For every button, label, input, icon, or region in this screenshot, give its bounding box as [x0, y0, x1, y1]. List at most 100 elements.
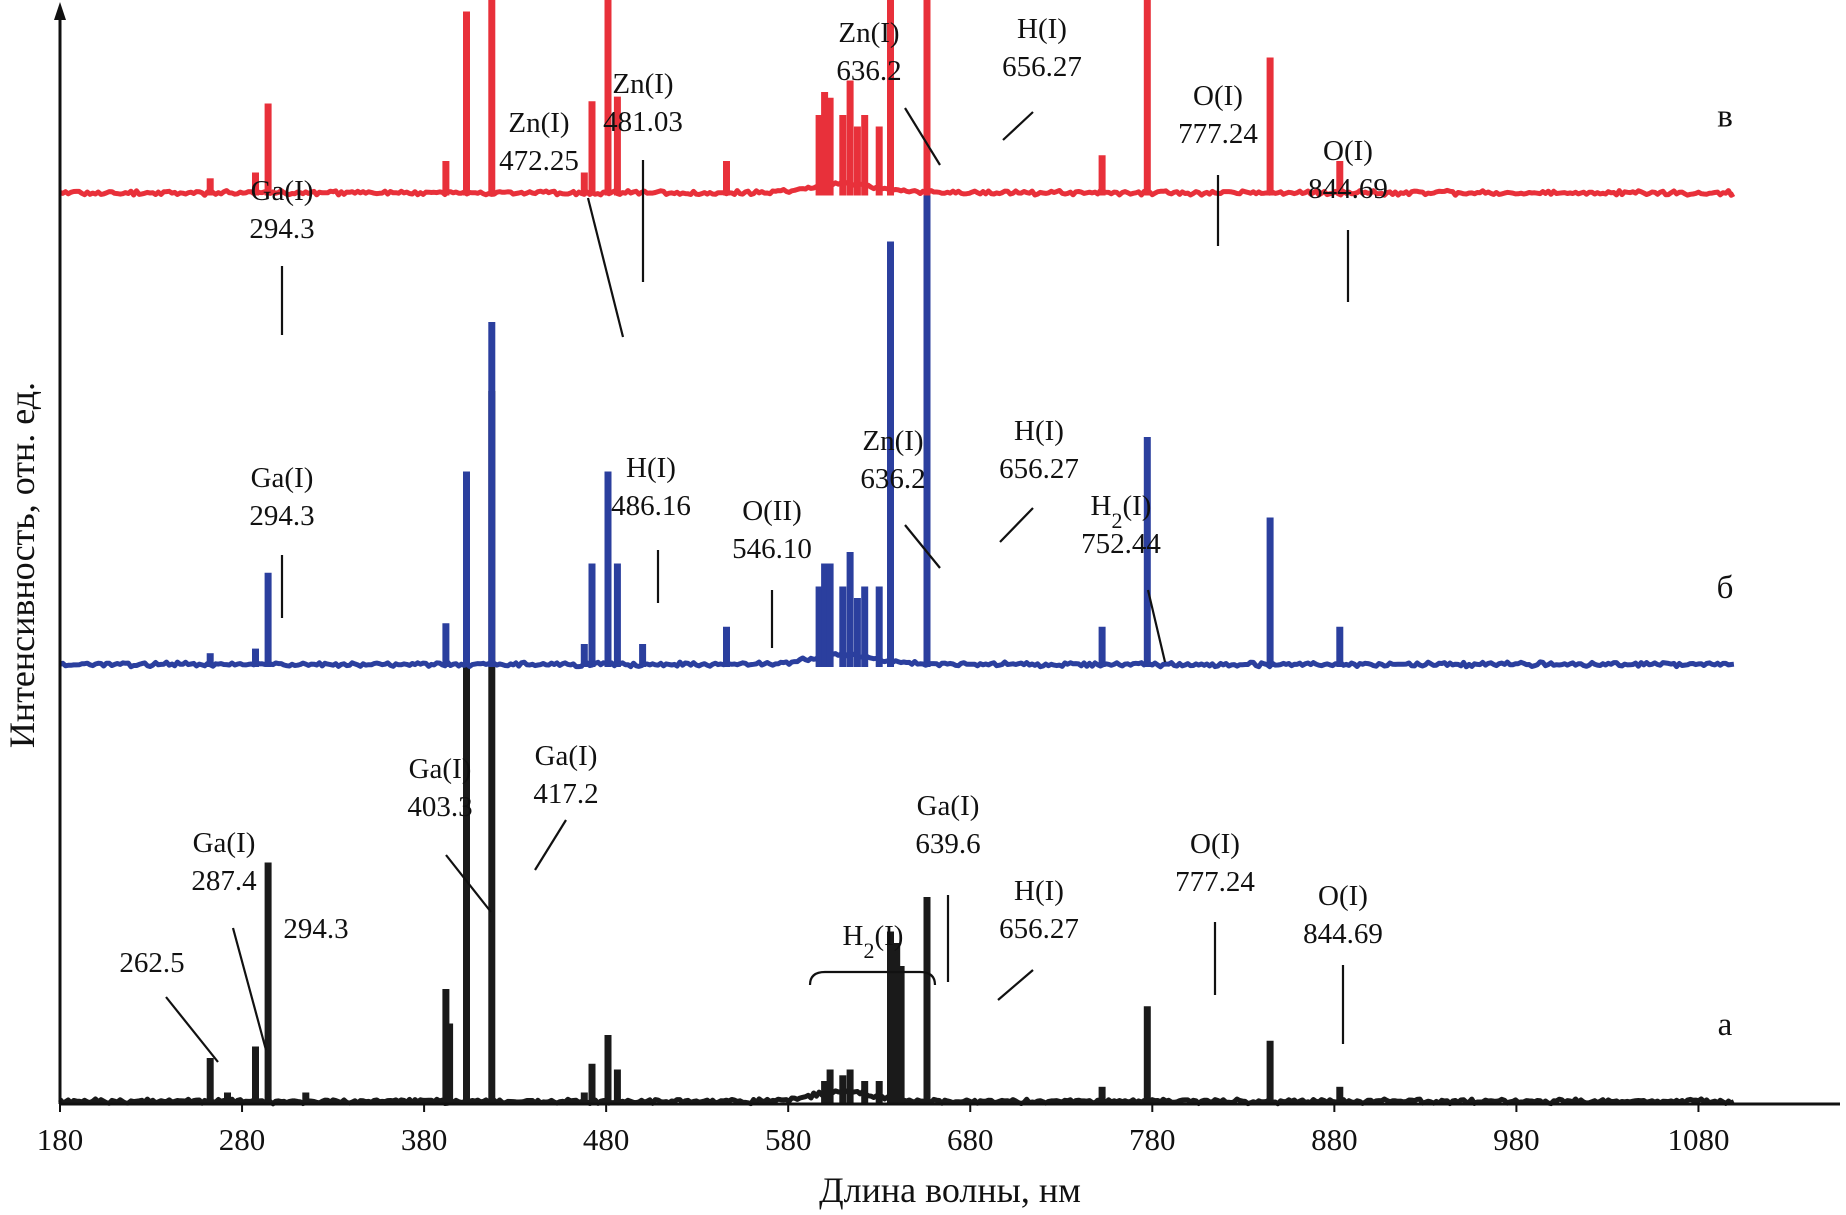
- annotation-10-line-0: Ga(I): [251, 462, 314, 494]
- annotation-9: O(I) 844.69: [1303, 880, 1383, 1044]
- series-в-baseline: [59, 180, 1736, 198]
- annotation-1: Ga(I) 287.4: [191, 827, 268, 1051]
- annotation-15-line-0: H2(I): [1091, 490, 1152, 533]
- annotation-0-leader: [165, 996, 219, 1063]
- annotation-14-leader: [999, 507, 1034, 543]
- traces-group: [58, 0, 1736, 1107]
- annotation-7: H(I) 656.27: [997, 875, 1079, 1001]
- annotation-4-line-0: Ga(I): [535, 740, 598, 772]
- annotation-13-leader: [904, 524, 941, 569]
- annotation-17-leader: [586, 197, 625, 338]
- y-axis-arrow: [54, 2, 66, 20]
- annotation-12-line-1: 546.10: [732, 533, 812, 565]
- x-axis-title: Длина волны, нм: [819, 1170, 1081, 1210]
- annotation-18-line-0: Zn(I): [612, 68, 673, 100]
- annotation-3-line-1: 403.3: [407, 791, 472, 823]
- annotation-13-line-1: 636.2: [860, 463, 925, 495]
- annotation-5-line-0: H2(I): [843, 920, 904, 963]
- x-tick-label-2: 380: [401, 1122, 448, 1157]
- annotation-16-line-1: 294.3: [249, 213, 314, 245]
- x-tick-label-1: 280: [219, 1122, 266, 1157]
- x-tick-label-9: 1080: [1667, 1122, 1729, 1157]
- annotation-15: H2(I)752.44: [1081, 490, 1167, 663]
- annotation-8-line-0: O(I): [1190, 828, 1240, 860]
- annotation-14-line-1: 656.27: [999, 453, 1079, 485]
- annotation-19: Zn(I) 636.2: [836, 17, 941, 166]
- annotation-8-line-1: 777.24: [1175, 866, 1255, 898]
- annotation-5-bracket: [808, 970, 937, 986]
- annotation-20: H(I) 656.27: [1002, 13, 1082, 141]
- annotation-18-line-1: 481.03: [603, 106, 683, 138]
- annotation-11: H(I) 486.16: [611, 452, 691, 603]
- x-tick-label-0: 180: [37, 1122, 84, 1157]
- annotation-14-line-0: H(I): [1014, 415, 1064, 447]
- annotation-0-line-0: 262.5: [119, 947, 184, 979]
- x-tick-label-6: 780: [1129, 1122, 1176, 1157]
- annotation-12: O(II) 546.10: [732, 495, 812, 648]
- series-б-baseline: [59, 651, 1735, 670]
- annotation-18: Zn(I) 481.03: [603, 68, 683, 282]
- series-в: [59, 0, 1736, 198]
- trace-label-в: в: [1717, 99, 1733, 135]
- x-tick-label-5: 680: [947, 1122, 994, 1157]
- annotation-17: Zn(I) 472.25: [499, 107, 625, 338]
- annotation-12-line-0: O(II): [742, 495, 802, 527]
- annotation-3-line-0: Ga(I): [409, 753, 472, 785]
- annotation-5: H2(I): [808, 920, 937, 986]
- x-tick-label-7: 880: [1311, 1122, 1358, 1157]
- annotation-14: H(I) 656.27: [999, 415, 1079, 543]
- annotation-15-line-1: 752.44: [1081, 528, 1161, 560]
- annotation-22: O(I) 844.69: [1308, 135, 1388, 302]
- annotation-16: Ga(I) 294.3: [249, 175, 315, 335]
- annotation-21: O(I) 777.24: [1178, 80, 1258, 246]
- annotation-9-line-0: O(I): [1318, 880, 1368, 912]
- series-а: [58, 391, 1735, 1107]
- annotation-17-line-0: Zn(I): [508, 107, 569, 139]
- x-tick-label-4: 580: [765, 1122, 812, 1157]
- annotation-21-line-0: O(I): [1193, 80, 1243, 112]
- annotation-6: Ga(I) 639.6: [915, 790, 981, 982]
- annotations-group: 262.5 Ga(I) 287.4 294.3 Ga(I) 403.3 Ga(I) 417.2…: [119, 13, 1388, 1063]
- annotation-17-line-1: 472.25: [499, 145, 579, 177]
- annotation-1-leader: [231, 927, 268, 1051]
- annotation-22-line-0: O(I): [1323, 135, 1373, 167]
- annotation-4: Ga(I) 417.2: [533, 740, 599, 871]
- annotation-13: Zn(I) 636.2: [860, 425, 941, 569]
- annotation-2: 294.3: [283, 913, 348, 945]
- annotation-21-line-1: 777.24: [1178, 118, 1258, 150]
- annotation-8: O(I) 777.24: [1175, 828, 1255, 995]
- series-б: [59, 138, 1735, 670]
- axes-group: [54, 2, 1840, 1106]
- annotation-7-leader: [997, 969, 1034, 1001]
- annotation-1-line-0: Ga(I): [193, 827, 256, 859]
- annotation-3: Ga(I) 403.3: [407, 753, 492, 913]
- annotation-11-line-1: 486.16: [611, 490, 691, 522]
- annotation-11-line-0: H(I): [626, 452, 676, 484]
- annotation-10: Ga(I) 294.3: [249, 462, 315, 618]
- annotation-10-line-1: 294.3: [249, 500, 314, 532]
- annotation-16-line-0: Ga(I): [251, 175, 314, 207]
- annotation-2-line-0: 294.3: [283, 913, 348, 945]
- x-tick-label-3: 480: [583, 1122, 630, 1157]
- annotation-4-line-1: 417.2: [533, 778, 598, 810]
- annotation-19-line-1: 636.2: [836, 55, 901, 87]
- annotation-4-leader: [534, 819, 567, 871]
- trace-label-б: б: [1717, 570, 1734, 606]
- annotation-7-line-0: H(I): [1014, 875, 1064, 907]
- x-tick-label-8: 980: [1493, 1122, 1540, 1157]
- y-axis-title: Интенсивность, отн. ед.: [2, 382, 42, 748]
- annotation-19-leader: [904, 107, 941, 166]
- annotation-6-line-0: Ga(I): [917, 790, 980, 822]
- annotation-15-leader: [1146, 589, 1167, 663]
- annotation-3-leader: [445, 854, 492, 913]
- annotation-0: 262.5: [119, 947, 219, 1063]
- annotation-6-line-1: 639.6: [915, 828, 980, 860]
- annotation-1-line-1: 287.4: [191, 865, 257, 897]
- annotation-20-leader: [1002, 111, 1034, 141]
- trace-label-а: а: [1718, 1007, 1733, 1043]
- annotation-19-line-0: Zn(I): [838, 17, 899, 49]
- trace-labels-group: а б в: [1717, 99, 1734, 1044]
- annotation-7-line-1: 656.27: [999, 913, 1079, 945]
- x-ticks-group: 180 280 380 480 580 680 780 880 980 1080: [37, 1104, 1729, 1157]
